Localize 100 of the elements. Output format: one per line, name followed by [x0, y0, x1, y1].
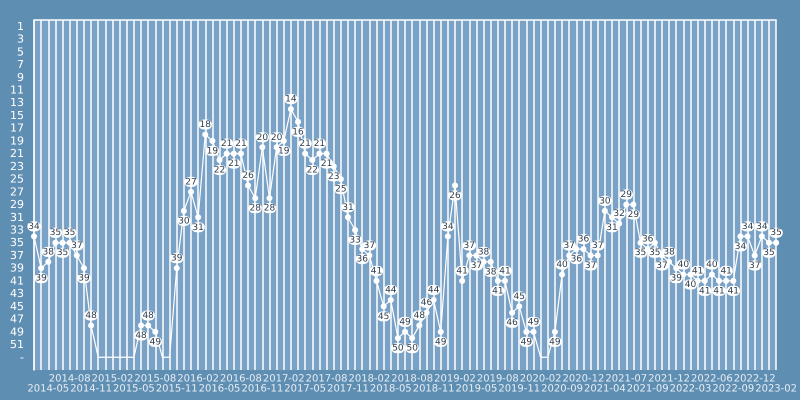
- data-label: 37: [364, 240, 376, 251]
- data-label: 29: [628, 210, 640, 220]
- x-tick-label: 2019-11: [498, 384, 540, 394]
- x-tick-label: 2020-02: [520, 374, 562, 384]
- data-label: 34: [28, 222, 40, 232]
- x-tick-label: 2015-11: [156, 384, 198, 394]
- y-tick-label: 7: [17, 58, 24, 72]
- x-tick-label: 2022-09: [712, 384, 754, 394]
- data-label: 21: [235, 139, 247, 150]
- x-tick-label: 2014-11: [70, 384, 112, 394]
- data-label: 25: [335, 184, 347, 195]
- x-tick-label: 2023-02: [755, 384, 798, 394]
- data-label: 18: [200, 120, 212, 130]
- data-label: 37: [656, 260, 668, 271]
- data-label: 49: [399, 317, 412, 328]
- y-tick-label: 41: [10, 274, 24, 288]
- x-tick-label: 2019-08: [476, 374, 519, 384]
- data-label: 45: [378, 312, 390, 322]
- data-label: 49: [549, 337, 561, 348]
- data-label: 48: [135, 330, 148, 341]
- data-label: 41: [370, 266, 382, 276]
- data-label: 36: [578, 234, 590, 245]
- x-tick-label: 2022-03: [670, 384, 712, 394]
- data-label: 46: [506, 318, 518, 328]
- data-label: 35: [64, 228, 76, 238]
- y-tick-label: 25: [10, 172, 24, 186]
- data-label: 26: [449, 190, 462, 201]
- data-label: 23: [328, 172, 340, 182]
- data-label: 28: [249, 204, 262, 214]
- data-label: 50: [406, 344, 418, 354]
- data-label: 39: [670, 274, 682, 284]
- data-label: 44: [385, 286, 397, 296]
- y-tick-label: 21: [10, 147, 24, 160]
- data-label: 37: [470, 260, 482, 271]
- data-label: 40: [556, 260, 568, 270]
- x-tick-label: 2016-11: [241, 384, 284, 394]
- data-label: 37: [464, 240, 475, 251]
- data-label: 38: [663, 247, 676, 258]
- data-label: 19: [278, 146, 290, 156]
- data-label: 32: [613, 209, 625, 220]
- data-label: 30: [178, 216, 190, 226]
- x-tick-label: 2015-02: [92, 374, 134, 384]
- x-tick-label: 2016-02: [177, 374, 220, 384]
- data-label: 41: [728, 286, 740, 296]
- data-label: 16: [292, 127, 304, 138]
- data-label: 48: [414, 310, 426, 321]
- data-label: 40: [684, 280, 696, 290]
- y-tick-label: 3: [17, 32, 24, 46]
- data-label: 36: [356, 254, 368, 265]
- data-label: 33: [349, 236, 361, 246]
- y-tick-label: 29: [10, 198, 24, 212]
- data-label: 20: [256, 132, 268, 143]
- data-label: 38: [478, 247, 490, 258]
- y-tick-label: 43: [10, 287, 24, 300]
- data-label: 41: [692, 266, 704, 276]
- y-tick-label: 17: [10, 122, 24, 135]
- x-tick-label: 2017-05: [284, 384, 326, 394]
- y-tick-label: 13: [10, 96, 24, 110]
- data-label: 39: [78, 274, 90, 284]
- data-label: 31: [342, 202, 354, 213]
- x-tick-label: 2018-02: [348, 374, 390, 384]
- y-tick-label: 5: [17, 45, 24, 58]
- x-tick-label: 2021-09: [626, 384, 669, 394]
- y-tick-label: 45: [10, 300, 24, 313]
- data-label: 30: [599, 196, 611, 206]
- y-tick-label: 47: [10, 312, 24, 326]
- x-tick-label: 2020-09: [541, 384, 583, 394]
- data-label: 41: [699, 286, 710, 296]
- y-tick-label: 19: [10, 134, 24, 148]
- data-label: 41: [499, 266, 511, 276]
- data-label: 41: [713, 286, 725, 296]
- data-label: 34: [756, 222, 768, 232]
- data-label: 34: [742, 222, 754, 232]
- data-label: 46: [420, 298, 432, 308]
- data-label: 14: [285, 94, 297, 105]
- x-tick-label: 2018-11: [412, 384, 454, 394]
- x-tick-label: 2017-11: [327, 384, 369, 394]
- data-label: 20: [270, 132, 283, 143]
- data-label: 48: [85, 310, 98, 321]
- data-label: 21: [220, 139, 232, 150]
- data-label: 21: [320, 159, 332, 170]
- data-label: 27: [185, 177, 197, 188]
- data-label: 35: [649, 248, 661, 258]
- data-label: 49: [528, 317, 540, 328]
- data-label: 50: [392, 344, 404, 354]
- data-label: 21: [314, 139, 326, 150]
- x-tick-label: 2021-04: [584, 384, 626, 394]
- data-label: 36: [642, 234, 654, 245]
- data-label: 49: [150, 337, 162, 348]
- x-tick-label: 2017-02: [262, 374, 305, 384]
- y-tick-label: 37: [10, 248, 24, 262]
- x-tick-label: 2015-05: [113, 384, 155, 394]
- data-label: 21: [228, 159, 240, 170]
- data-label: 22: [214, 166, 226, 176]
- data-label: 40: [706, 260, 718, 270]
- data-label: 35: [770, 228, 782, 238]
- data-label: 28: [264, 204, 276, 214]
- y-tick-label: 49: [10, 325, 24, 338]
- x-tick-label: 2014-08: [48, 374, 91, 384]
- data-label: 26: [242, 170, 254, 181]
